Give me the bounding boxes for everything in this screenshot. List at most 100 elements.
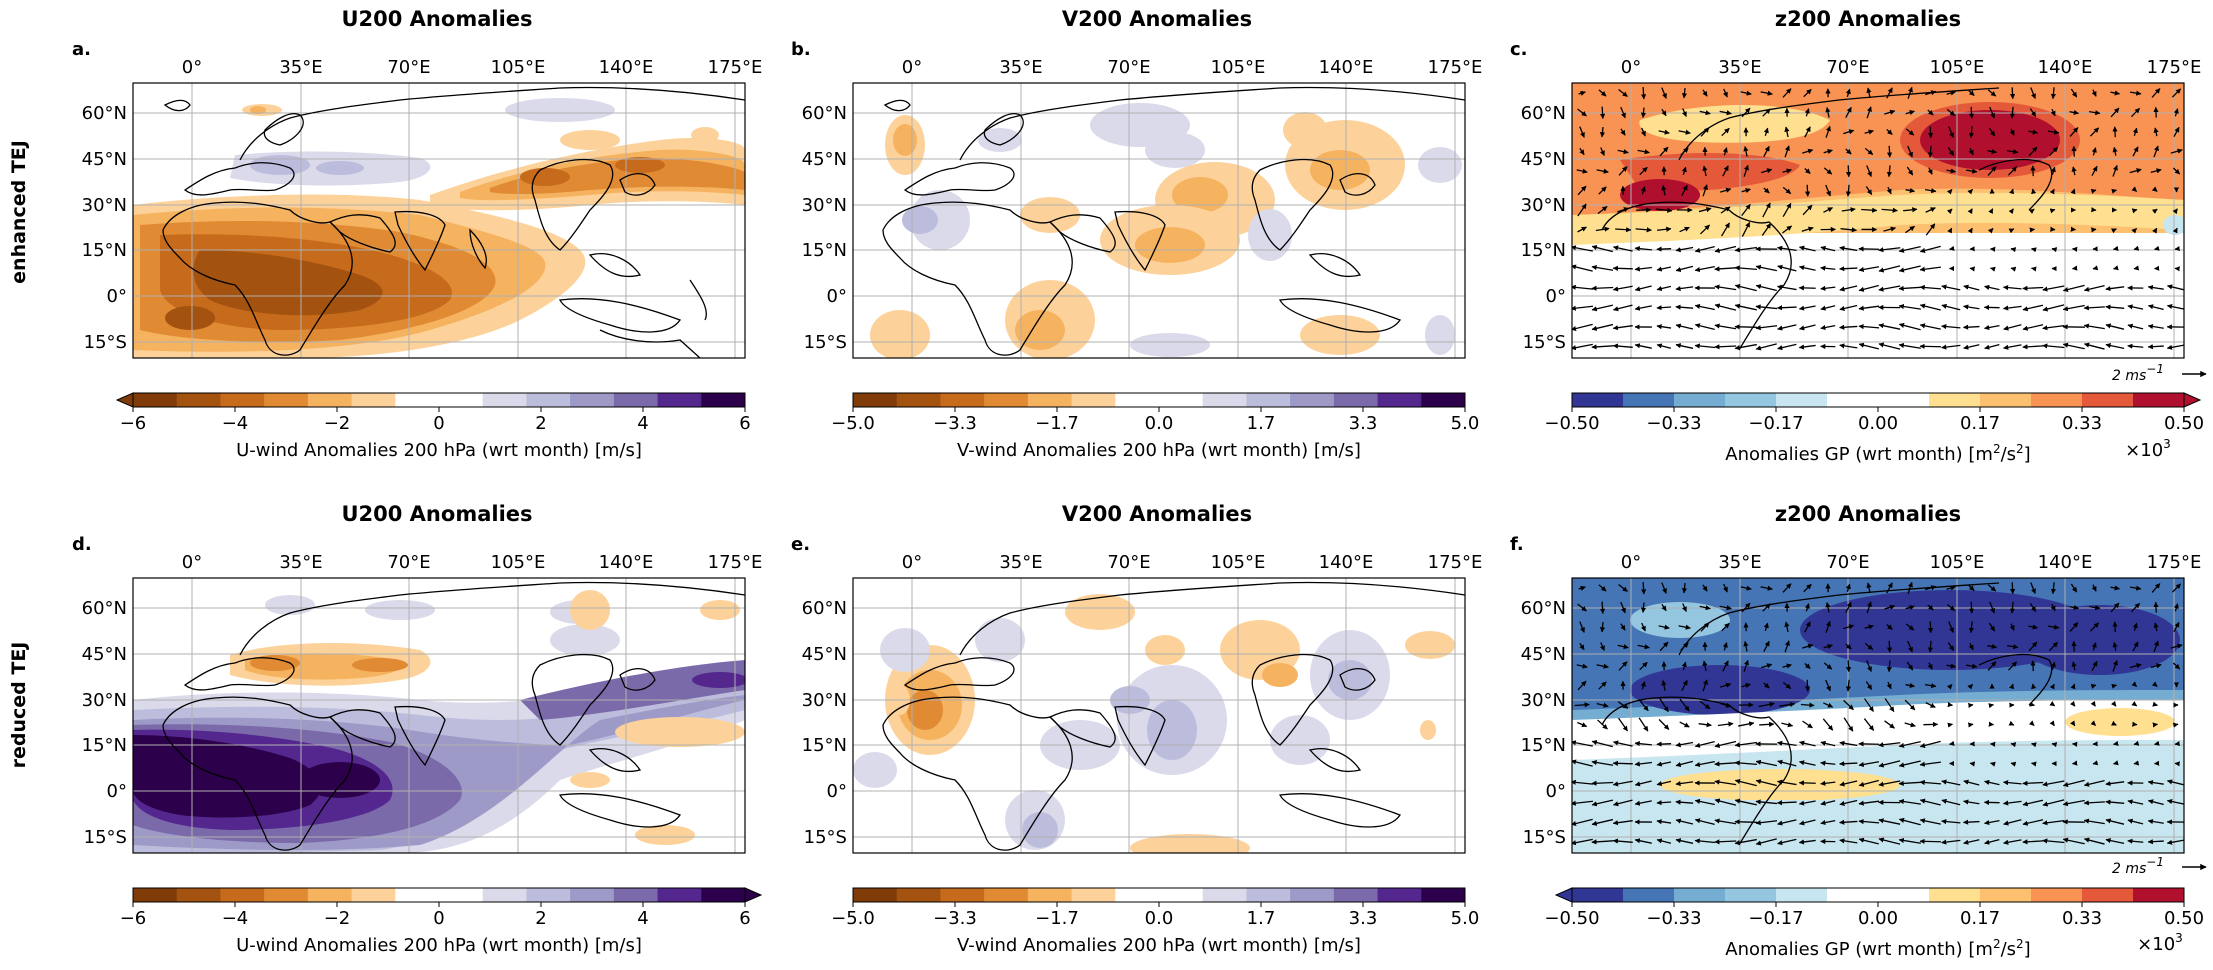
wind-vector	[2010, 247, 2017, 253]
wind-vector	[1618, 89, 1628, 97]
wind-vector	[2133, 760, 2140, 766]
lon-tick-label: 0°	[182, 57, 202, 78]
wind-vector	[1782, 202, 1792, 218]
wind-vector	[2105, 799, 2125, 805]
wind-vector	[1776, 305, 1797, 311]
wind-vector	[1782, 583, 1792, 593]
map-panel-b	[852, 82, 1466, 359]
wind-vector	[1638, 698, 1649, 712]
lat-tick-label: 30°N	[802, 195, 847, 216]
wind-vector	[1675, 246, 1694, 253]
colorbar-swatch	[657, 393, 702, 407]
svg-text:2 ms−1: 2 ms−1	[2112, 855, 2164, 877]
wind-vector	[1987, 166, 1997, 176]
wind-vector	[1740, 90, 1752, 96]
colorbar-tick-label: 1.7	[1247, 908, 1276, 929]
wind-vector	[2172, 722, 2179, 728]
colorbar-swatch	[896, 393, 941, 407]
wind-vector	[1984, 344, 2000, 350]
wind-vector	[1714, 245, 1737, 253]
colorbar-u: −6 −4 −2 0 2 4 6	[115, 392, 751, 434]
colorbar-tick-label: 0.50	[2164, 908, 2204, 929]
wind-vector	[1759, 721, 1775, 727]
wind-vector	[2083, 818, 2105, 825]
wind-vector	[1858, 246, 1880, 252]
wind-vector	[1755, 820, 1778, 826]
wind-vector	[1702, 660, 1708, 672]
lat-tick-label: 15°N	[1521, 735, 1566, 756]
wind-vector	[2008, 720, 2015, 726]
wind-vector	[1694, 798, 1715, 806]
wind-vector	[1721, 127, 1730, 137]
wind-vector	[1612, 265, 1633, 271]
wind-vector	[1598, 89, 1607, 97]
wind-vector	[2131, 681, 2138, 688]
wind-vector	[1679, 721, 1690, 728]
wind-vector	[1658, 624, 1670, 630]
wind-vector	[1802, 204, 1813, 216]
axis-tick-labels: 0° 35°E 70°E 105°E 140°E 175°E 60°N 45°N 30°N 15°…	[82, 57, 2202, 848]
wind-vector	[1967, 188, 1974, 195]
wind-vector	[1798, 839, 1816, 845]
wind-vector	[1679, 698, 1690, 712]
wind-vector	[2047, 129, 2060, 135]
wind-vector	[1656, 343, 1672, 349]
wind-vector	[2089, 127, 2100, 137]
wind-vector	[2022, 344, 2044, 350]
wind-vector	[1761, 168, 1773, 174]
colorbar-label-u-bottom: U-wind Anomalies 200 hPa (wrt month) [m/…	[236, 935, 642, 956]
wind-vector	[1781, 722, 1794, 728]
wind-vector	[1615, 227, 1632, 233]
wind-vector	[1845, 660, 1852, 673]
wind-vector	[1762, 202, 1771, 218]
wind-vector	[1702, 184, 1708, 197]
wind-vector	[1866, 106, 1872, 119]
wind-vector	[1634, 285, 1652, 292]
wind-vector	[1987, 643, 1997, 650]
wind-vector	[1948, 126, 1954, 139]
colorbar-tick-label: −6	[120, 413, 147, 434]
wind-vector	[2152, 227, 2158, 234]
wind-vector	[1578, 90, 1586, 96]
wind-vector	[1699, 700, 1711, 710]
wind-vector	[1839, 245, 1858, 252]
wind-vector	[1802, 720, 1813, 729]
colorbar-swatch	[482, 393, 527, 407]
wind-vector	[1618, 584, 1628, 592]
colorbar-swatch	[853, 393, 898, 407]
wind-vector	[2131, 701, 2138, 707]
wind-vector	[1878, 742, 1901, 748]
anomaly-field-d	[133, 590, 745, 853]
colorbar-swatch	[307, 393, 353, 407]
wind-vector	[1591, 323, 1614, 331]
colorbar-swatch	[1115, 888, 1160, 902]
wind-vector	[1878, 837, 1901, 845]
wind-vector	[1825, 184, 1831, 197]
wind-vector	[1617, 644, 1629, 650]
lon-tick-label: 0°	[902, 57, 922, 78]
wind-vector	[1968, 126, 1974, 139]
wind-vector	[2009, 582, 2016, 595]
wind-vector	[2147, 779, 2164, 786]
colorbar-swatch	[701, 393, 746, 407]
wind-vector	[1743, 659, 1749, 672]
wind-vector	[1612, 780, 1633, 787]
wind-vector	[2069, 622, 2079, 632]
lon-tick-label: 0°	[1621, 552, 1641, 573]
wind-vector	[1823, 702, 1834, 708]
wind-vector	[1858, 818, 1880, 825]
wind-vector	[1907, 145, 1913, 158]
wind-vector	[2153, 622, 2159, 632]
wind-vector	[2008, 228, 2015, 234]
wind-vector	[1858, 323, 1880, 330]
wind-vector	[1948, 621, 1954, 634]
wind-vector	[1740, 585, 1752, 591]
wind-vector	[1755, 325, 1778, 331]
lon-tick-label: 35°E	[1718, 57, 1761, 78]
wind-vector	[1941, 344, 1961, 350]
wind-vector	[1866, 660, 1872, 673]
wind-vector	[2166, 284, 2184, 291]
wind-vector	[2147, 839, 2164, 845]
wind-vector	[1927, 126, 1934, 139]
lon-tick-label: 35°E	[279, 552, 322, 573]
